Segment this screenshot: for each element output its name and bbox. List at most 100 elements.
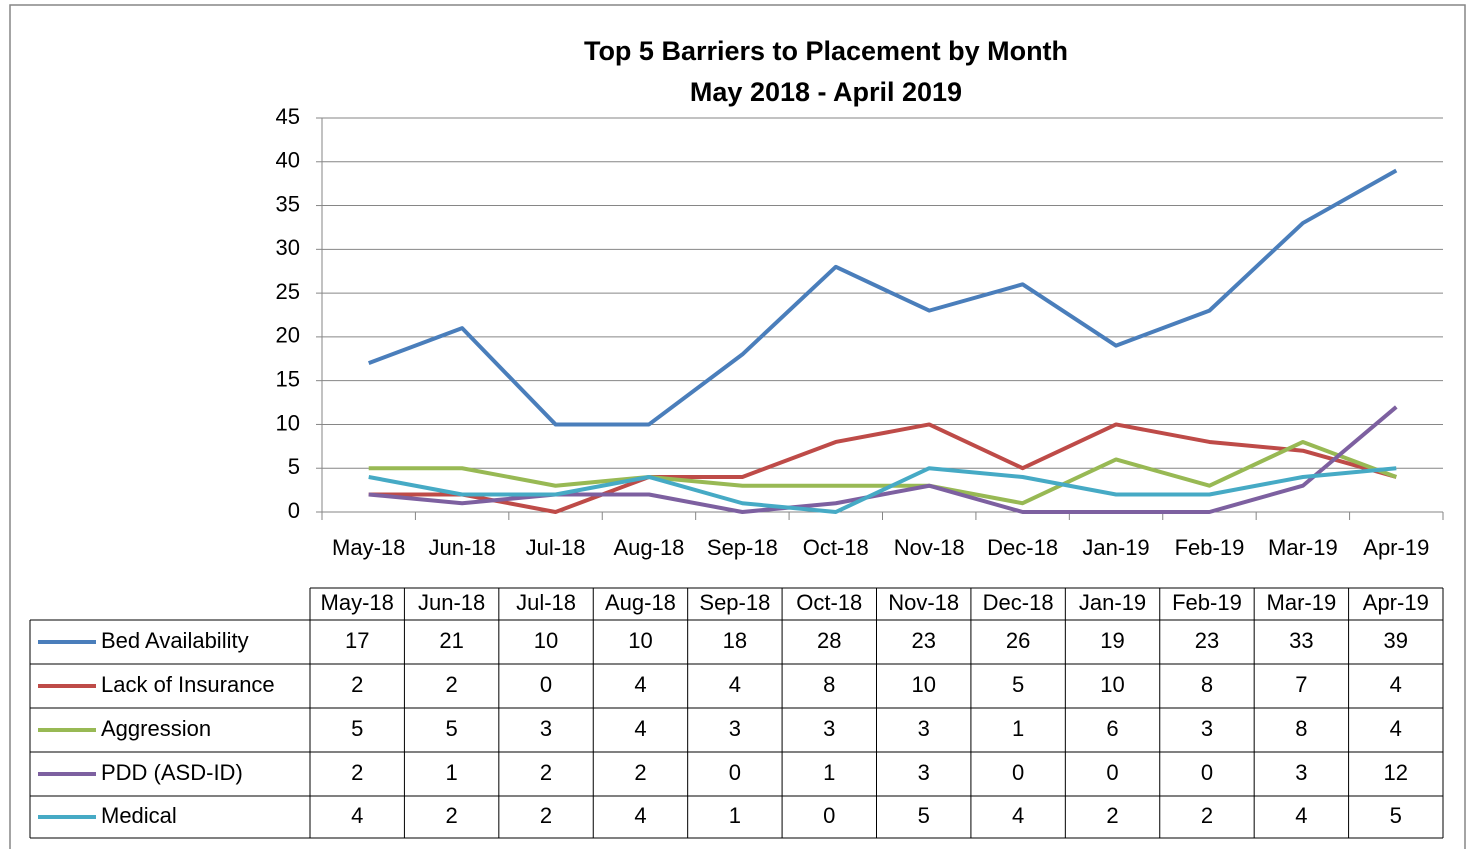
table-value: 4 [1390,672,1402,697]
table-value: 3 [1295,760,1307,785]
table-header: Jan-19 [1079,590,1146,615]
table-value: 0 [729,760,741,785]
table-value: 4 [1295,803,1307,828]
table-value: 0 [1201,760,1213,785]
table-value: 2 [351,672,363,697]
y-tick-label: 0 [288,498,300,523]
x-tick-label: Sep-18 [707,535,778,560]
series-line [368,168,1398,427]
x-tick-label: Jan-19 [1082,535,1149,560]
x-tick-label: Mar-19 [1268,535,1338,560]
table-value: 23 [911,628,935,653]
table-value: 4 [729,672,741,697]
x-tick-label: Feb-19 [1175,535,1245,560]
table-header: Mar-19 [1267,590,1337,615]
table-header: Nov-18 [888,590,959,615]
table-value: 5 [446,716,458,741]
x-tick-label: Nov-18 [894,535,965,560]
table-header: Dec-18 [983,590,1054,615]
table-value: 3 [1201,716,1213,741]
table-header: May-18 [321,590,394,615]
table-value: 2 [351,760,363,785]
table-header: Aug-18 [605,590,676,615]
table-value: 2 [1201,803,1213,828]
table-value: 0 [1106,760,1118,785]
y-tick-label: 15 [276,366,300,391]
chart-subtitle: May 2018 - April 2019 [690,77,962,107]
table-value: 3 [918,716,930,741]
table-value: 2 [540,803,552,828]
table-value: 8 [823,672,835,697]
table-value: 1 [823,760,835,785]
table-value: 17 [345,628,369,653]
y-tick-label: 45 [276,104,300,129]
y-tick-label: 30 [276,235,300,260]
x-tick-label: Oct-18 [803,535,869,560]
table-value: 10 [628,628,652,653]
table-value: 21 [439,628,463,653]
x-tick-label: Jul-18 [526,535,586,560]
x-tick-label: Jun-18 [428,535,495,560]
table-value: 39 [1384,628,1408,653]
table-value: 23 [1195,628,1219,653]
table-value: 8 [1201,672,1213,697]
table-value: 6 [1106,716,1118,741]
legend-label: Medical [101,803,177,828]
table-value: 12 [1384,760,1408,785]
table-header: Sep-18 [699,590,770,615]
table-header: Oct-18 [796,590,862,615]
y-tick-label: 20 [276,323,300,348]
table-value: 5 [918,803,930,828]
y-tick-label: 35 [276,191,300,216]
x-tick-label: Aug-18 [613,535,684,560]
x-tick-label: Apr-19 [1363,535,1429,560]
table-value: 2 [540,760,552,785]
table-value: 33 [1289,628,1313,653]
series-line [368,466,1397,514]
table-value: 5 [1390,803,1402,828]
table-value: 0 [540,672,552,697]
legend-label: Lack of Insurance [101,672,275,697]
legend-label: Aggression [101,716,211,741]
x-tick-label: Dec-18 [987,535,1058,560]
chart-border [9,4,1466,854]
table-header: Apr-19 [1363,590,1429,615]
series-line [368,422,1397,514]
table-value: 1 [446,760,458,785]
table-value: 28 [817,628,841,653]
table-value: 18 [723,628,747,653]
series-line [368,439,1397,506]
y-tick-label: 5 [288,454,300,479]
table-value: 3 [918,760,930,785]
table-value: 19 [1100,628,1124,653]
table-value: 7 [1295,672,1307,697]
legend-label: PDD (ASD-ID) [101,760,243,785]
table-value: 10 [1100,672,1124,697]
y-tick-label: 40 [276,148,300,173]
table-value: 2 [634,760,646,785]
table-value: 2 [446,803,458,828]
table-value: 0 [1012,760,1024,785]
table-value: 1 [1012,716,1024,741]
table-header: Jun-18 [418,590,485,615]
table-value: 4 [1012,803,1024,828]
legend-label: Bed Availability [101,628,249,653]
table-value: 4 [634,672,646,697]
table-value: 4 [1390,716,1402,741]
table-value: 10 [534,628,558,653]
table-value: 5 [1012,672,1024,697]
table-value: 2 [1106,803,1118,828]
table-value: 5 [351,716,363,741]
table-value: 4 [634,803,646,828]
x-tick-label: May-18 [332,535,405,560]
y-tick-label: 10 [276,410,300,435]
table-value: 2 [446,672,458,697]
table-value: 8 [1295,716,1307,741]
table-value: 26 [1006,628,1030,653]
table-value: 4 [351,803,363,828]
table-value: 3 [540,716,552,741]
table-value: 0 [823,803,835,828]
table-value: 4 [634,716,646,741]
